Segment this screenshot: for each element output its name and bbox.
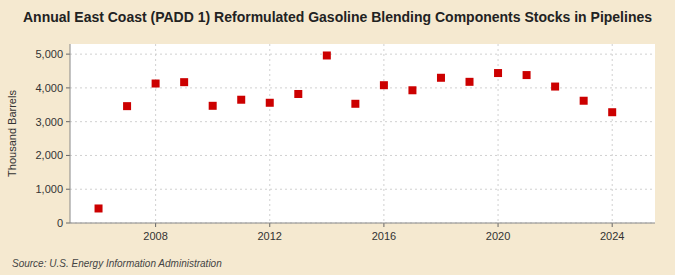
point <box>95 204 103 212</box>
point <box>351 100 359 108</box>
grid-line <box>383 44 384 223</box>
point <box>123 102 131 110</box>
tick-label: 2016 <box>372 230 396 242</box>
grid-line <box>70 223 655 224</box>
tick-label: 2012 <box>258 230 282 242</box>
grid-line <box>70 87 655 88</box>
point <box>209 102 217 110</box>
tick <box>66 54 70 55</box>
point <box>152 80 160 88</box>
grid-line <box>70 54 655 55</box>
tick <box>66 223 70 224</box>
point <box>437 74 445 82</box>
tick-label: 2,000 <box>35 149 63 161</box>
tick <box>66 87 70 88</box>
x-axis-line <box>70 223 655 224</box>
plot-area <box>70 44 655 223</box>
point <box>180 78 188 86</box>
point <box>494 69 502 77</box>
title: Annual East Coast (PADD 1) Reformulated … <box>23 9 652 25</box>
tick <box>66 121 70 122</box>
points <box>95 51 617 212</box>
tick <box>612 223 613 227</box>
point <box>237 96 245 104</box>
source-note: Source: U.S. Energy Information Administ… <box>12 258 222 269</box>
point <box>323 51 331 59</box>
tick-label: 2024 <box>600 230 624 242</box>
point <box>380 81 388 89</box>
point <box>294 90 302 98</box>
tick <box>155 223 156 227</box>
tick-label: 0 <box>57 217 63 229</box>
grid-line <box>269 44 270 223</box>
axes: 0 1,000 2,000 3,000 4,000 5,000 2008 2012 2016 20… <box>35 44 655 242</box>
point <box>408 86 416 94</box>
chart: Annual East Coast (PADD 1) Reformulated … <box>0 0 675 275</box>
tick-label: 4,000 <box>35 82 63 94</box>
point <box>523 71 531 79</box>
point <box>608 108 616 116</box>
tick-label: 2008 <box>143 230 167 242</box>
grid-line <box>612 44 613 223</box>
point <box>266 99 274 107</box>
tick <box>383 223 384 227</box>
tick <box>498 223 499 227</box>
tick <box>66 155 70 156</box>
point <box>551 83 559 91</box>
point <box>466 78 474 86</box>
y-axis-line <box>70 44 71 223</box>
y-axis-label: Thousand Barrels <box>6 90 18 177</box>
tick-label: 5,000 <box>35 48 63 60</box>
tick <box>269 223 270 227</box>
grid-line <box>70 189 655 190</box>
point <box>580 97 588 105</box>
tick-label: 2020 <box>486 230 510 242</box>
tick-label: 1,000 <box>35 183 63 195</box>
tick-label: 3,000 <box>35 116 63 128</box>
grid-line <box>70 155 655 156</box>
grid-line <box>155 44 156 223</box>
grid-line <box>70 121 655 122</box>
tick <box>66 189 70 190</box>
